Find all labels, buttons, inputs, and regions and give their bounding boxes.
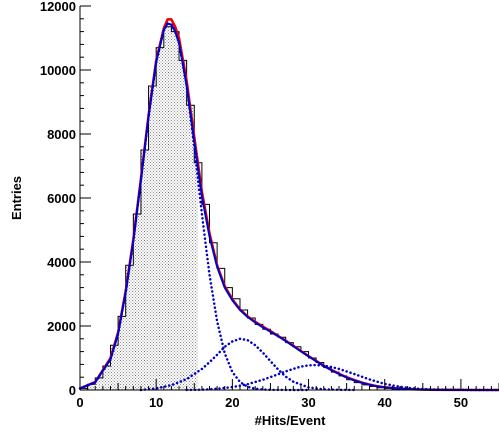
shaded-area — [80, 26, 199, 391]
x-tick-label: 10 — [149, 395, 163, 410]
axes: 0 10 20 30 40 50 0 2000 4000 6000 8000 10000 12000 — [40, 0, 499, 410]
x-tick-label: 30 — [301, 395, 315, 410]
y-tick-label: 12000 — [40, 0, 76, 14]
fit-curve-5 — [185, 363, 499, 392]
x-tick-label: 40 — [377, 395, 391, 410]
x-tick-label: 0 — [76, 395, 83, 410]
x-axis-label: #Hits/Event — [255, 413, 326, 428]
y-tick-label: 10000 — [40, 63, 76, 78]
y-tick-label: 6000 — [47, 191, 76, 206]
y-tick-label: 2000 — [47, 319, 76, 334]
y-tick-label: 8000 — [47, 127, 76, 142]
y-tick-label: 4000 — [47, 255, 76, 270]
y-tick-label: 0 — [69, 383, 76, 398]
shaded-region — [80, 26, 199, 391]
fit-curve-4 — [139, 337, 356, 392]
x-tick-label: 50 — [454, 395, 468, 410]
y-axis-label: Entries — [9, 176, 24, 220]
fit-curve-3 — [78, 22, 310, 392]
x-tick-label: 20 — [225, 395, 239, 410]
